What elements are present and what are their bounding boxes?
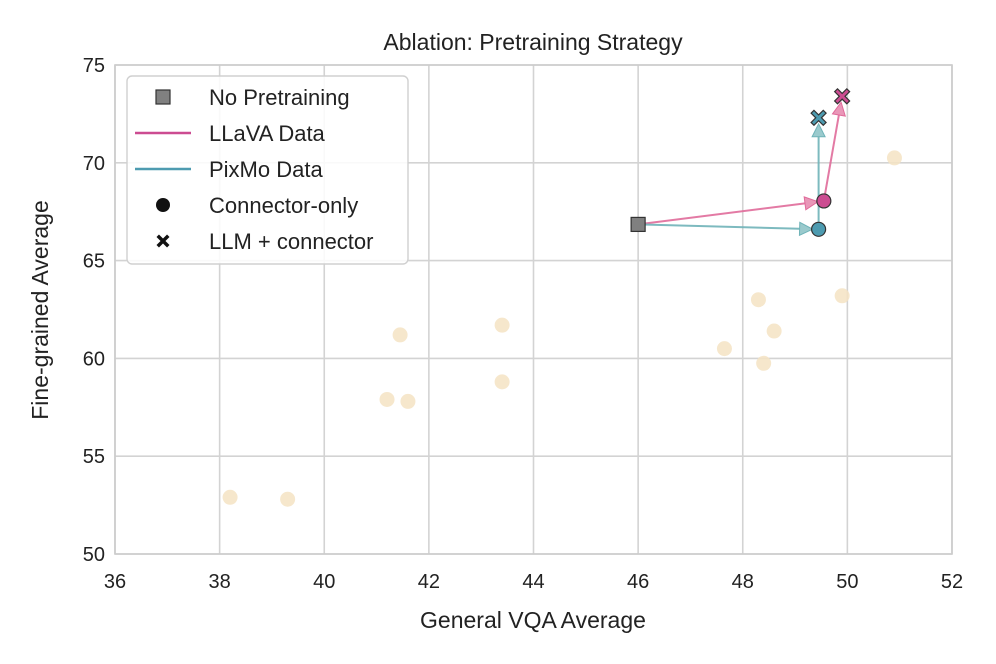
legend-label: PixMo Data xyxy=(209,157,323,182)
y-tick-label: 50 xyxy=(83,544,105,566)
x-tick-label: 36 xyxy=(104,571,126,593)
y-tick-labels: 50 55 60 65 70 75 xyxy=(83,55,105,566)
llava-connector-only-marker xyxy=(816,193,832,209)
x-tick-labels: 36 38 40 42 44 46 48 50 52 xyxy=(104,571,963,593)
legend-label: Connector-only xyxy=(209,193,358,218)
x-tick-label: 44 xyxy=(522,571,544,593)
y-tick-label: 65 xyxy=(83,251,105,273)
background-point xyxy=(750,292,766,308)
legend-label: No Pretraining xyxy=(209,85,350,110)
legend-box xyxy=(126,75,409,265)
background-point xyxy=(400,393,416,409)
llava-arrow-2-shaft xyxy=(822,114,840,202)
background-points xyxy=(222,150,902,507)
legend-circle-icon xyxy=(156,198,170,212)
llava-arrow-1-head xyxy=(803,196,819,211)
legend: No Pretraining LLaVA Data PixMo Data Connec… xyxy=(126,75,409,265)
y-tick-label: 70 xyxy=(83,153,105,175)
pixmo-arrow-2-head xyxy=(811,122,826,138)
pixmo-llm-connector-marker xyxy=(810,109,827,127)
y-tick-label: 60 xyxy=(83,348,105,370)
y-axis-label: Fine-grained Average xyxy=(27,200,53,420)
x-tick-label: 38 xyxy=(209,571,231,593)
background-point xyxy=(280,491,296,507)
background-point xyxy=(222,489,238,505)
legend-x-icon xyxy=(156,234,170,248)
x-tick-label: 50 xyxy=(836,571,858,593)
background-point xyxy=(494,374,510,390)
x-tick-label: 48 xyxy=(732,571,754,593)
background-point xyxy=(716,341,732,357)
background-point xyxy=(756,355,772,371)
x-tick-label: 52 xyxy=(941,571,963,593)
x-tick-label: 42 xyxy=(418,571,440,593)
y-tick-label: 55 xyxy=(83,446,105,468)
background-point xyxy=(834,288,850,304)
llava-llm-connector-marker xyxy=(833,87,851,105)
pixmo-arrow-1-head xyxy=(798,221,814,237)
background-point xyxy=(392,327,408,343)
background-point xyxy=(886,150,902,166)
legend-square-icon xyxy=(155,89,171,105)
background-point xyxy=(379,391,395,407)
highlight-points xyxy=(630,87,851,237)
legend-label: LLM + connector xyxy=(209,229,373,254)
y-tick-label: 75 xyxy=(83,55,105,77)
x-axis-label: General VQA Average xyxy=(420,607,646,633)
x-tick-label: 46 xyxy=(627,571,649,593)
no-pretraining-marker xyxy=(630,216,646,233)
legend-label: LLaVA Data xyxy=(209,121,326,146)
pixmo-arrow-1-shaft xyxy=(638,223,800,230)
background-point xyxy=(766,323,782,339)
llava-arrow-2-head xyxy=(831,101,846,117)
llava-arrow-1-shaft xyxy=(637,202,806,226)
plot-frame xyxy=(114,64,953,555)
arrows xyxy=(637,101,846,237)
chart-title: Ablation: Pretraining Strategy xyxy=(383,29,683,55)
background-point xyxy=(494,317,510,333)
x-tick-label: 40 xyxy=(313,571,335,593)
pixmo-connector-only-marker xyxy=(811,221,827,237)
